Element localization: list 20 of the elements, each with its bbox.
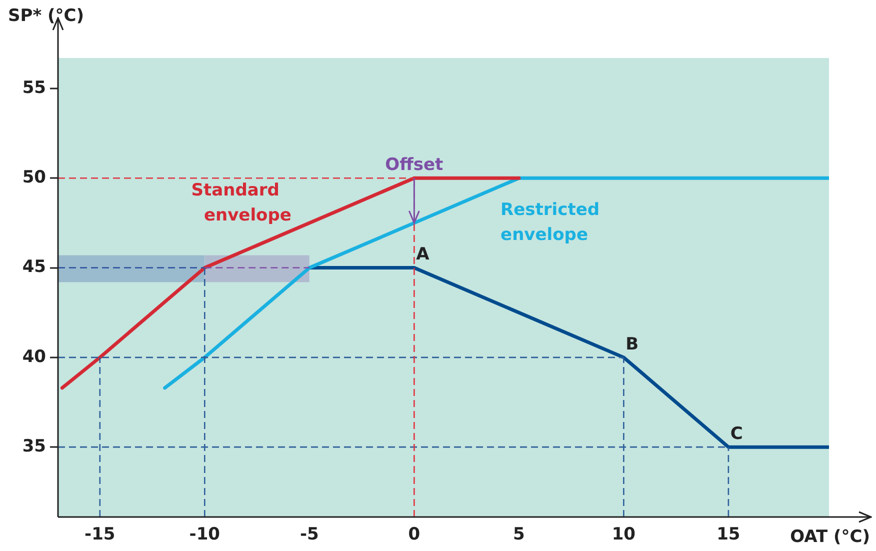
x-tick-label: 0 bbox=[408, 524, 420, 545]
annotation: Offset bbox=[385, 155, 444, 176]
y-tick-label: 50 bbox=[22, 168, 46, 188]
y-tick-label: 40 bbox=[22, 346, 46, 367]
x-tick-label: -10 bbox=[189, 524, 220, 545]
y-axis-title: SP* (°C) bbox=[8, 6, 84, 26]
annotation: A bbox=[416, 244, 430, 265]
x-tick-label: -5 bbox=[300, 524, 319, 545]
x-tick-label: 10 bbox=[612, 524, 636, 545]
annotation: C bbox=[730, 424, 743, 444]
series-label: Standard envelope bbox=[191, 180, 292, 226]
y-tick-label: 45 bbox=[22, 257, 46, 278]
x-axis-title: OAT (°C) bbox=[790, 526, 870, 547]
y-tick-label: 55 bbox=[22, 78, 46, 98]
x-tick-label: -15 bbox=[84, 524, 116, 545]
series-label: Restricted envelope bbox=[500, 200, 600, 245]
x-tick-label: 15 bbox=[716, 524, 740, 545]
annotation: B bbox=[626, 334, 639, 354]
y-tick-label: 35 bbox=[22, 436, 46, 456]
x-tick-label: 5 bbox=[513, 524, 525, 545]
